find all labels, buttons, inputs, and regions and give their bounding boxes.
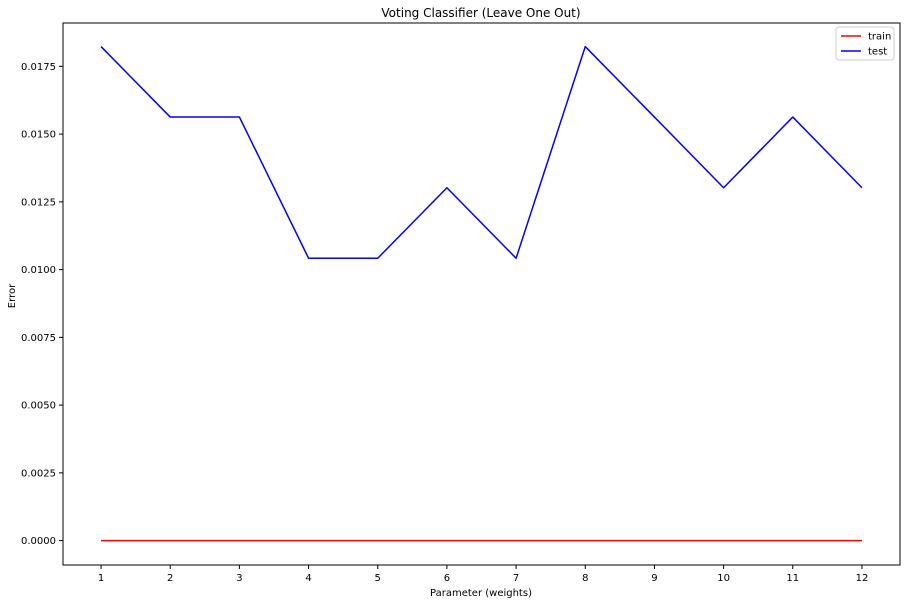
axes-frame [62, 22, 901, 566]
y-axis-label: Error [7, 283, 18, 308]
x-tick-label: 7 [513, 573, 519, 584]
x-axis: 1 2 3 4 5 6 7 8 9 10 11 12 [98, 565, 868, 584]
legend: train test [835, 26, 895, 61]
x-tick-label: 11 [786, 573, 799, 584]
y-axis: 0.0000 0.0025 0.0050 0.0075 0.0100 0.0125 0.01… [21, 62, 63, 547]
x-tick-label: 1 [98, 573, 104, 584]
plot-area [62, 22, 901, 566]
y-tick-label: 0.0050 [21, 401, 56, 412]
x-tick-label: 12 [856, 573, 869, 584]
y-tick-label: 0.0175 [21, 62, 56, 73]
x-tick-label: 3 [236, 573, 242, 584]
x-tick-label: 4 [305, 573, 311, 584]
x-axis-label: Parameter (weights) [430, 588, 532, 599]
y-tick-label: 0.0150 [21, 130, 56, 141]
y-tick-label: 0.0100 [21, 265, 56, 276]
y-tick-label: 0.0025 [21, 468, 56, 479]
y-tick-label: 0.0000 [21, 536, 56, 547]
x-tick-label: 8 [582, 573, 588, 584]
chart-title: Voting Classifier (Leave One Out) [381, 6, 580, 20]
x-tick-label: 9 [651, 573, 657, 584]
x-tick-label: 6 [444, 573, 450, 584]
legend-label-test: test [868, 47, 887, 58]
y-tick-label: 0.0075 [21, 333, 56, 344]
series-layer [100, 45, 863, 542]
x-tick-label: 2 [167, 573, 173, 584]
series-line-test [100, 45, 863, 259]
y-tick-label: 0.0125 [21, 197, 56, 208]
x-tick-label: 10 [717, 573, 730, 584]
legend-label-train: train [868, 32, 891, 43]
x-tick-label: 5 [375, 573, 381, 584]
